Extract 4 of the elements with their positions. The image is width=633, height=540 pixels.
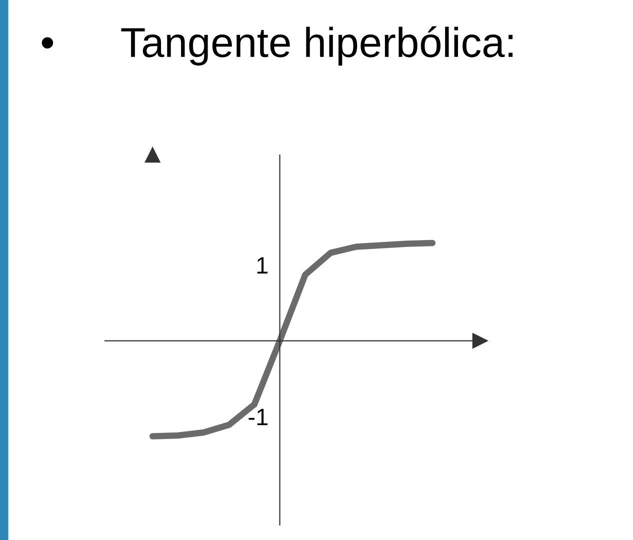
text: • — [42, 37, 54, 49]
chart-title: Tangente hiperbólica: — [121, 26, 513, 66]
y-tick-label: 1 — [257, 257, 268, 274]
y-tick-label: -1 — [248, 408, 268, 426]
